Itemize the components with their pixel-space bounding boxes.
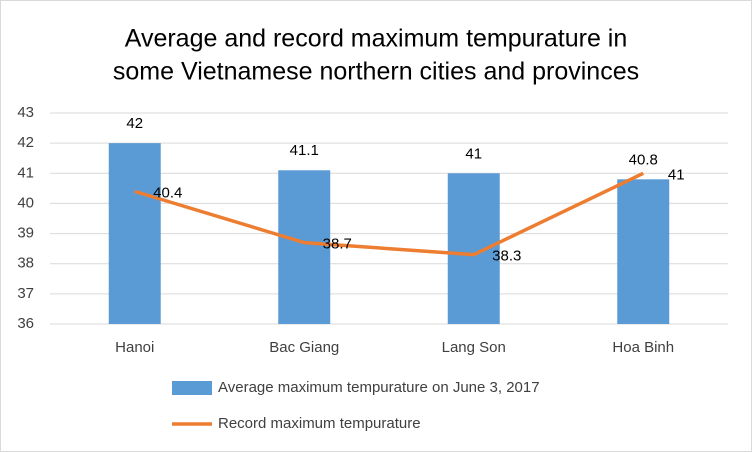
value-label: 38.3 [492, 248, 521, 265]
value-label: 41 [465, 145, 482, 162]
y-tick-label: 40 [17, 194, 34, 211]
bar [278, 170, 331, 324]
value-label: 42 [126, 115, 143, 132]
y-tick-label: 43 [17, 104, 34, 121]
legend-swatch [172, 381, 212, 395]
bar [108, 143, 161, 324]
y-tick-label: 42 [17, 134, 34, 151]
bar [617, 179, 670, 324]
y-tick-label: 36 [17, 315, 34, 332]
x-tick-label: Hoa Binh [612, 339, 674, 356]
chart-title: Average and record maximum tempurature i… [125, 25, 628, 53]
x-tick-label: Lang Son [442, 339, 506, 356]
value-label: 38.7 [323, 236, 352, 253]
y-tick-label: 41 [17, 164, 34, 181]
line [134, 171, 645, 257]
value-label: 40.8 [629, 151, 658, 168]
bar [447, 173, 500, 324]
y-tick-label: 39 [17, 225, 34, 242]
value-label: 41.1 [290, 142, 319, 159]
value-label: 40.4 [153, 184, 182, 201]
y-tick-label: 38 [17, 255, 34, 272]
x-tick-label: Bac Giang [269, 339, 339, 356]
legend-label: Record maximum tempurature [218, 415, 421, 432]
legend-label: Average maximum tempurature on June 3, 2… [218, 379, 540, 396]
x-tick-label: Hanoi [115, 339, 154, 356]
value-label: 41 [668, 166, 685, 183]
y-tick-label: 37 [17, 285, 34, 302]
chart-title: some Vietnamese northern cities and prov… [113, 58, 639, 86]
